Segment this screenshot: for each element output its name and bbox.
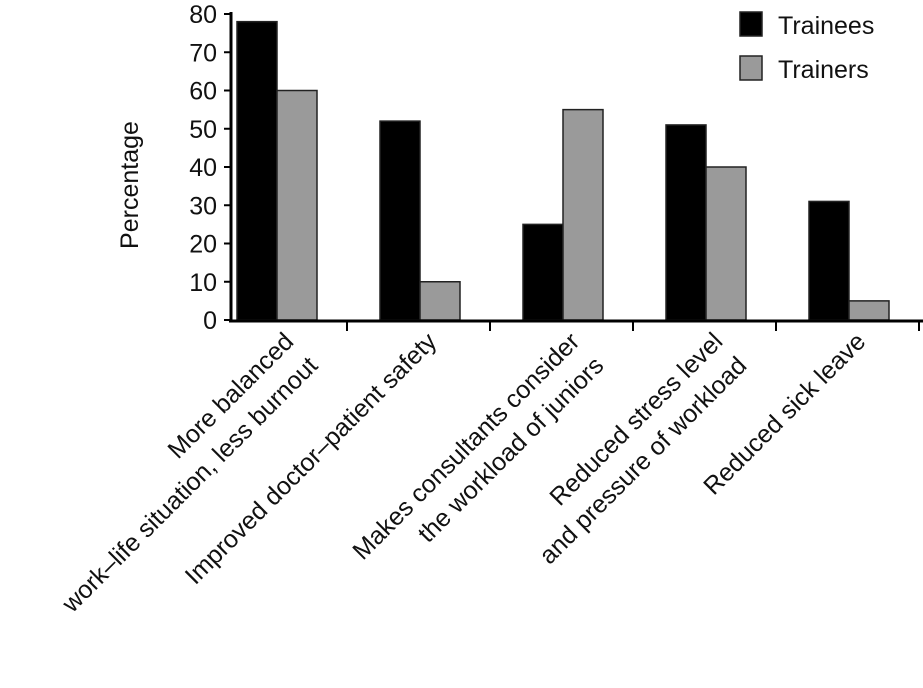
legend: Trainees Trainers [739, 11, 874, 84]
bars [236, 20, 890, 321]
category-labels: More balancedwork–life situation, less b… [56, 327, 871, 619]
y-tick-label: 80 [189, 1, 217, 29]
x-axis-ticks [346, 321, 920, 331]
y-tick-label: 20 [189, 231, 217, 259]
y-tick-label: 40 [189, 154, 217, 182]
bar-trainees-4 [808, 200, 850, 321]
legend-swatch-trainees [739, 11, 763, 37]
bar-trainees-1 [379, 120, 421, 321]
bar-trainees-0 [236, 20, 278, 321]
y-axis-label: Percentage [116, 121, 144, 249]
y-tick-label: 60 [189, 78, 217, 106]
y-tick-label: 30 [189, 192, 217, 220]
y-tick-label: 50 [189, 116, 217, 144]
bar-trainers-2 [562, 108, 604, 321]
y-axis-ticks: 0 10 20 30 40 50 60 70 80 [189, 1, 231, 335]
bar-trainers-4 [848, 300, 890, 321]
bar-trainees-2 [522, 223, 564, 321]
category-label-line: Reduced sick leave [698, 327, 871, 500]
category-label-line: Makes consultants consider [347, 327, 585, 565]
bar-trainers-0 [276, 89, 318, 321]
legend-label-trainers: Trainers [778, 56, 869, 84]
bar-trainers-3 [705, 166, 747, 321]
y-tick-label: 70 [189, 39, 217, 67]
y-tick-label: 10 [189, 269, 217, 297]
bar-trainees-3 [665, 124, 707, 321]
legend-swatch-trainers [739, 55, 763, 81]
legend-label-trainees: Trainees [778, 12, 874, 40]
bar-trainers-1 [419, 281, 461, 321]
category-label: Reduced sick leave [698, 327, 871, 500]
y-tick-label: 0 [203, 307, 217, 335]
